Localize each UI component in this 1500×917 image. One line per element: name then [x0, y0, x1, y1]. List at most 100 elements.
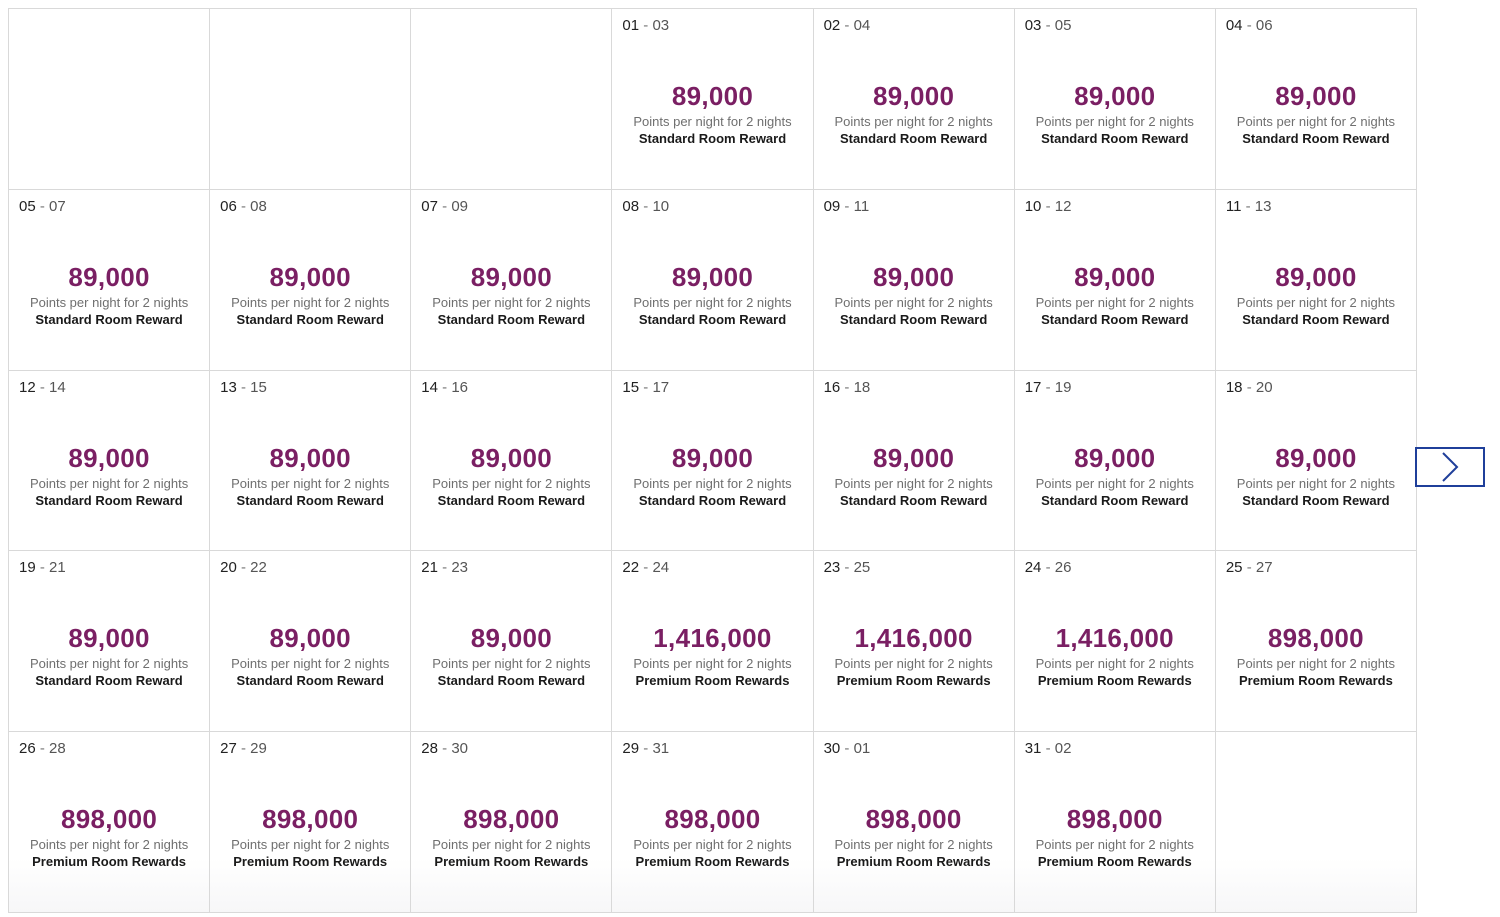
check-in-day: 23	[823, 559, 841, 577]
check-out-day: 03	[652, 17, 670, 34]
reward-type: Premium Room Rewards	[233, 854, 388, 870]
date-separator: -	[643, 197, 649, 215]
reward-type: Standard Room Reward	[839, 131, 988, 146]
calendar-cell-empty	[411, 9, 613, 190]
calendar-cell[interactable]: 11 - 13 89,000 Points per night for 2 nigh…	[1215, 189, 1417, 371]
points-price: 898,000	[664, 804, 761, 835]
points-price: 89,000	[68, 623, 150, 654]
date-range: 30 - 01	[824, 740, 871, 757]
check-out-day: 29	[250, 740, 267, 758]
date-range: 06 - 08	[220, 198, 267, 215]
check-in-day: 19	[19, 559, 36, 577]
check-out-day: 24	[652, 559, 670, 577]
calendar-cell[interactable]: 08 - 10 89,000 Points per night for 2 nigh…	[612, 189, 814, 371]
calendar-cell[interactable]: 20 - 22 89,000 Points per night for 2 nigh…	[210, 551, 412, 733]
check-in-day: 02	[823, 17, 841, 34]
date-separator: -	[1045, 197, 1051, 215]
calendar-cell-empty	[1215, 732, 1417, 913]
points-note: Points per night for 2 nights	[432, 656, 591, 672]
points-price: 898,000	[1267, 623, 1364, 654]
calendar-cell[interactable]: 10 - 12 89,000 Points per night for 2 nigh…	[1014, 189, 1216, 371]
calendar-cell[interactable]: 06 - 08 89,000 Points per night for 2 nigh…	[210, 189, 412, 371]
calendar-cell[interactable]: 23 - 25 1,416,000 Points per night for 2 n…	[813, 551, 1015, 733]
date-range: 16 - 18	[824, 379, 871, 396]
points-price: 1,416,000	[1055, 623, 1174, 654]
points-price: 89,000	[470, 623, 553, 654]
check-out-day: 18	[853, 378, 871, 396]
reward-type: Standard Room Reward	[1041, 492, 1189, 508]
reward-type: Standard Room Reward	[839, 492, 988, 508]
calendar-cell[interactable]: 30 - 01 898,000 Points per night for 2 nig…	[813, 732, 1015, 913]
calendar-cell[interactable]: 19 - 21 89,000 Points per night for 2 nigh…	[9, 551, 211, 733]
check-in-day: 16	[823, 378, 841, 396]
calendar-cell-empty	[9, 9, 211, 190]
calendar-cell[interactable]: 28 - 30 898,000 Points per night for 2 nig…	[411, 732, 613, 913]
check-out-day: 22	[250, 559, 267, 577]
calendar-cell[interactable]: 22 - 24 1,416,000 Points per night for 2 n…	[612, 551, 814, 733]
date-separator: -	[844, 197, 850, 215]
date-separator: -	[1045, 17, 1051, 34]
points-price: 89,000	[1275, 442, 1357, 473]
calendar-cell[interactable]: 26 - 28 898,000 Points per night for 2 nig…	[9, 732, 211, 913]
calendar-cell[interactable]: 01 - 03 89,000 Points per night for 2 nigh…	[612, 9, 814, 190]
calendar-cell[interactable]: 14 - 16 89,000 Points per night for 2 nigh…	[411, 370, 613, 552]
check-in-day: 31	[1024, 740, 1042, 758]
calendar-cell[interactable]: 03 - 05 89,000 Points per night for 2 nigh…	[1014, 9, 1216, 190]
points-price: 89,000	[470, 442, 553, 473]
check-in-day: 15	[622, 378, 640, 396]
date-separator: -	[1045, 740, 1051, 758]
calendar-cell-empty	[210, 9, 412, 190]
date-separator: -	[1246, 17, 1252, 34]
points-price: 89,000	[671, 442, 754, 473]
check-out-day: 07	[49, 197, 66, 215]
points-price: 898,000	[61, 804, 158, 835]
check-out-day: 02	[1054, 740, 1072, 758]
points-note: Points per night for 2 nights	[432, 294, 591, 310]
calendar-cell[interactable]: 21 - 23 89,000 Points per night for 2 nigh…	[411, 551, 613, 733]
date-range: 20 - 22	[220, 559, 267, 576]
date-range: 04 - 06	[1226, 17, 1273, 34]
calendar-cell[interactable]: 12 - 14 89,000 Points per night for 2 nigh…	[9, 370, 211, 552]
chevron-right-icon	[1442, 452, 1459, 482]
check-out-day: 01	[853, 740, 871, 758]
calendar-cell[interactable]: 25 - 27 898,000 Points per night for 2 nig…	[1215, 551, 1417, 733]
reward-type: Standard Room Reward	[839, 311, 988, 327]
calendar-cell[interactable]: 27 - 29 898,000 Points per night for 2 nig…	[210, 732, 412, 913]
calendar-cell[interactable]: 09 - 11 89,000 Points per night for 2 nigh…	[813, 189, 1015, 371]
date-separator: -	[1246, 559, 1252, 577]
calendar-cell[interactable]: 15 - 17 89,000 Points per night for 2 nigh…	[612, 370, 814, 552]
points-note: Points per night for 2 nights	[1236, 294, 1396, 310]
points-price: 89,000	[1275, 81, 1357, 111]
date-range: 22 - 24	[622, 559, 669, 576]
points-note: Points per night for 2 nights	[29, 837, 189, 853]
calendar-cell[interactable]: 17 - 19 89,000 Points per night for 2 nigh…	[1014, 370, 1216, 552]
check-in-day: 01	[622, 17, 640, 34]
date-separator: -	[442, 740, 448, 758]
calendar-cell[interactable]: 24 - 26 1,416,000 Points per night for 2 n…	[1014, 551, 1216, 733]
date-range: 05 - 07	[19, 198, 66, 215]
calendar-cell[interactable]: 29 - 31 898,000 Points per night for 2 nig…	[612, 732, 814, 913]
date-range: 08 - 10	[622, 198, 669, 215]
calendar-cell[interactable]: 04 - 06 89,000 Points per night for 2 nigh…	[1215, 9, 1417, 190]
points-note: Points per night for 2 nights	[29, 475, 189, 491]
calendar-cell[interactable]: 02 - 04 89,000 Points per night for 2 nigh…	[813, 9, 1015, 190]
reward-type: Standard Room Reward	[638, 492, 787, 508]
check-out-day: 26	[1054, 559, 1072, 577]
calendar-cell[interactable]: 18 - 20 89,000 Points per night for 2 nigh…	[1215, 370, 1417, 552]
points-price: 898,000	[1066, 804, 1163, 835]
date-range: 23 - 25	[824, 559, 871, 576]
points-note: Points per night for 2 nights	[231, 837, 390, 853]
check-in-day: 29	[622, 740, 640, 758]
calendar-cell[interactable]: 31 - 02 898,000 Points per night for 2 nig…	[1014, 732, 1216, 913]
points-price: 89,000	[671, 261, 754, 292]
reward-type: Standard Room Reward	[236, 673, 384, 689]
next-month-button[interactable]	[1415, 447, 1485, 487]
calendar-cell[interactable]: 13 - 15 89,000 Points per night for 2 nigh…	[210, 370, 412, 552]
date-range: 24 - 26	[1025, 559, 1072, 576]
points-price: 89,000	[671, 81, 754, 111]
calendar-cell[interactable]: 07 - 09 89,000 Points per night for 2 nigh…	[411, 189, 613, 371]
reward-type: Standard Room Reward	[35, 311, 183, 327]
calendar-cell[interactable]: 05 - 07 89,000 Points per night for 2 nigh…	[9, 189, 211, 371]
calendar-cell[interactable]: 16 - 18 89,000 Points per night for 2 nigh…	[813, 370, 1015, 552]
date-range: 02 - 04	[824, 17, 871, 34]
